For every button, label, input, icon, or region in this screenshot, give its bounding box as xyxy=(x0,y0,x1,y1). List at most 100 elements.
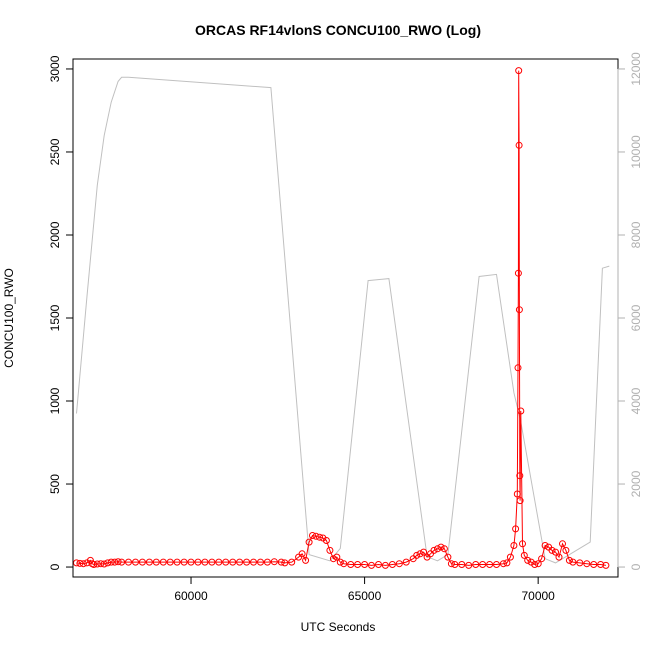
data-point xyxy=(86,556,94,564)
data-point xyxy=(395,560,403,568)
data-point xyxy=(329,555,337,563)
data-point xyxy=(527,558,535,566)
data-point xyxy=(90,561,98,568)
data-point xyxy=(512,525,520,533)
data-point xyxy=(326,546,334,554)
data-point xyxy=(541,542,549,549)
y2-tick-label: 12000 xyxy=(629,52,643,86)
altitude-series xyxy=(76,76,610,564)
y-tick-label: 2000 xyxy=(48,221,62,248)
concentration-series xyxy=(73,67,610,569)
data-point xyxy=(503,559,511,567)
data-point xyxy=(243,558,251,566)
data-point xyxy=(516,472,524,480)
data-point xyxy=(531,561,539,568)
data-point xyxy=(270,558,278,566)
data-point xyxy=(451,561,459,568)
data-point xyxy=(499,560,507,568)
data-point xyxy=(194,558,202,566)
data-point xyxy=(565,556,573,564)
data-point xyxy=(519,540,526,548)
data-point xyxy=(118,558,126,566)
data-point xyxy=(555,553,563,561)
data-point xyxy=(138,558,146,566)
data-point xyxy=(201,558,209,566)
data-point xyxy=(340,560,348,568)
y-axis-label: CONCU100_RWO xyxy=(2,268,16,368)
data-point xyxy=(602,561,610,569)
x-tick-label: 65000 xyxy=(348,589,382,603)
data-point xyxy=(79,560,87,568)
data-point xyxy=(336,558,344,566)
data-point xyxy=(208,558,216,566)
data-point xyxy=(375,561,382,568)
data-point xyxy=(152,558,160,566)
data-point xyxy=(515,67,523,75)
y2-tick-label: 4000 xyxy=(629,387,643,414)
data-point xyxy=(413,551,421,559)
data-point xyxy=(277,558,285,566)
y-tick-label: 500 xyxy=(48,474,62,494)
data-point xyxy=(381,561,389,569)
data-point xyxy=(107,558,115,566)
data-point xyxy=(402,558,410,566)
data-point xyxy=(347,561,355,568)
data-point xyxy=(465,561,473,569)
data-point xyxy=(590,561,598,568)
data-point xyxy=(316,533,323,541)
data-point xyxy=(434,545,441,553)
data-point xyxy=(420,548,428,556)
data-point xyxy=(472,561,480,568)
data-point xyxy=(517,407,525,415)
data-point xyxy=(493,561,500,568)
y-axis-left: 0 500 1000 1500 2000 2500 3000 xyxy=(48,55,74,570)
data-point xyxy=(514,269,522,277)
data-point xyxy=(333,553,341,561)
data-point xyxy=(516,497,524,505)
y-tick-label: 0 xyxy=(48,563,62,570)
data-point xyxy=(236,558,244,566)
data-point xyxy=(479,561,487,568)
data-point xyxy=(104,559,112,567)
data-point xyxy=(538,555,546,563)
series-line-0 xyxy=(76,70,606,566)
data-point xyxy=(447,560,455,568)
data-point xyxy=(513,490,521,498)
y2-tick-label: 8000 xyxy=(629,221,643,248)
data-point xyxy=(562,546,570,554)
data-point xyxy=(515,141,523,149)
data-point xyxy=(552,548,559,556)
data-point xyxy=(312,532,320,540)
y2-tick-label: 0 xyxy=(629,563,643,570)
y-tick-label: 3000 xyxy=(48,55,62,82)
y2-tick-label: 2000 xyxy=(629,470,643,497)
data-point xyxy=(534,560,542,568)
data-point xyxy=(173,558,181,566)
data-point xyxy=(302,556,310,564)
y-tick-label: 2500 xyxy=(48,138,62,165)
data-point xyxy=(159,558,167,566)
data-point xyxy=(93,560,101,568)
data-point xyxy=(111,558,119,566)
data-point xyxy=(437,543,445,551)
data-point xyxy=(515,306,523,314)
data-point xyxy=(430,546,438,554)
data-point xyxy=(166,558,174,566)
data-point xyxy=(215,558,223,566)
data-point xyxy=(506,553,514,561)
series-line-1 xyxy=(76,76,610,564)
chart-title: ORCAS RF14vlonS CONCU100_RWO (Log) xyxy=(195,22,481,38)
data-point xyxy=(583,560,591,568)
data-point xyxy=(569,558,577,566)
data-point xyxy=(524,556,532,564)
y-tick-label: 1500 xyxy=(48,304,62,331)
x-tick-label: 60000 xyxy=(174,589,208,603)
data-point xyxy=(305,538,313,546)
data-point xyxy=(388,561,396,568)
data-point xyxy=(486,561,494,568)
y-tick-label: 1000 xyxy=(48,387,62,414)
data-point xyxy=(576,559,584,567)
data-point xyxy=(548,546,556,554)
y2-tick-label: 10000 xyxy=(629,135,643,169)
